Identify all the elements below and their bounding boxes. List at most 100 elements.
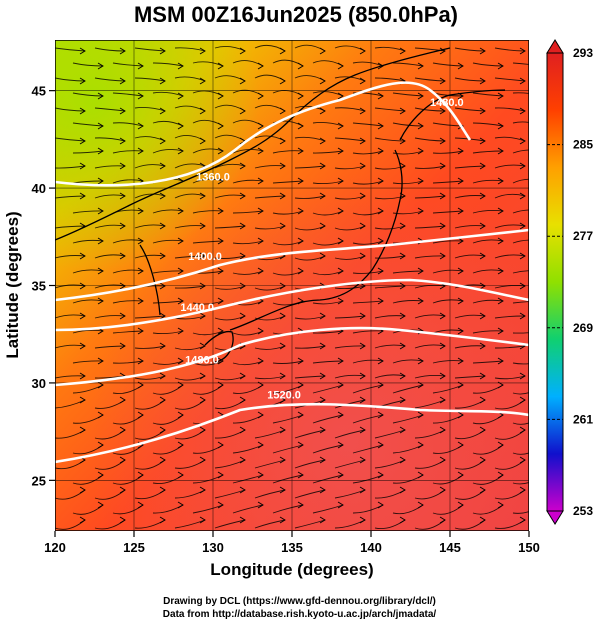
streamline [334,315,366,319]
streamline-arrow [297,237,304,245]
streamline [272,504,304,514]
streamline-arrow [79,282,86,290]
x-tick-label: 145 [439,540,461,555]
streamline-arrow [457,501,464,509]
streamline [414,137,446,142]
streamline-arrow [337,207,344,215]
streamline-arrow [319,516,326,524]
height-contours [55,81,529,464]
coastline-kyushu [204,330,234,363]
streamline [432,384,464,394]
streamline-arrow [319,192,326,200]
streamline-arrow [497,122,504,130]
streamline [512,239,529,244]
streamline [312,150,344,154]
streamline [232,444,264,454]
streamline [414,107,446,112]
streamline-arrow [337,122,344,130]
streamline-arrow [319,312,326,320]
streamline-arrow [519,282,526,290]
streamline-arrow [497,297,504,305]
streamline [473,535,503,544]
x-tick-label: 125 [123,540,145,555]
streamline [152,360,184,365]
streamline [312,384,344,394]
streamline-arrow [297,92,304,100]
streamline [254,375,286,380]
streamline-arrow [538,298,543,304]
streamline [94,165,126,169]
streamline [72,269,104,274]
streamline [374,46,406,52]
streamline [352,122,384,127]
streamline [312,360,344,364]
streamline-arrow [119,47,126,55]
streamline-arrow [297,177,304,185]
streamline [214,255,246,259]
streamline-arrow [159,486,166,494]
streamline [472,239,504,244]
streamline-arrow [417,441,424,449]
streamline [294,315,326,320]
streamline [94,345,126,349]
streamline [192,61,224,67]
streamline-arrow [177,441,184,449]
streamline-arrow [359,137,366,145]
streamline [72,299,104,304]
streamline-arrow [359,107,366,115]
streamline [232,330,264,336]
streamline [55,137,86,142]
streamline [174,193,206,199]
streamline-arrow [239,282,246,290]
streamline [112,239,144,244]
x-axis-ticks: 120 125 130 135 140 145 150 [44,531,540,555]
streamline [432,62,464,67]
streamline [72,62,104,67]
streamline-arrow [159,396,166,404]
streamline-arrow [538,328,543,334]
streamline [214,163,246,169]
colorbar-bar [546,52,564,512]
streamline-arrow [497,267,504,275]
streamline-arrow [359,342,366,350]
streamline [134,315,166,319]
streamline-arrow [177,207,184,215]
chart-title: MSM 00Z16Jun2025 (850.0hPa) [134,2,458,27]
streamline [352,444,384,454]
streamline-arrow [279,516,286,524]
streamline [174,255,206,259]
streamline-arrow [217,92,224,100]
streamline-arrow [199,516,206,524]
streamline-arrow [257,267,264,275]
streamline [174,76,206,82]
streamline-arrow [159,192,166,200]
streamline-arrow [279,47,286,55]
streamline [254,345,286,350]
streamline [192,504,224,514]
streamline-arrow [457,297,464,305]
streamline [494,193,526,199]
streamline [72,92,104,97]
streamline [134,193,166,199]
streamline [454,254,486,259]
streamline-arrow [457,357,464,365]
streamline [94,47,126,52]
contour-line-1400 [55,228,529,302]
streamline [454,107,486,112]
streamline-arrow [399,486,406,494]
streamline-arrow [519,486,526,494]
streamline-arrow [119,282,126,290]
contour-label: 1520.0 [267,390,301,402]
streamline-arrow [79,107,86,115]
streamline-arrow [359,396,366,404]
streamline-arrow [519,456,526,464]
streamline-arrow [417,411,424,419]
streamline [55,165,86,169]
streamline-arrow [199,252,206,260]
streamline-arrow [377,207,384,215]
contour-line-1520 [55,402,529,464]
streamline [153,535,183,543]
streamline [214,375,246,381]
colorbar-tick-label: 285 [573,138,593,152]
streamline-arrow [257,92,264,100]
